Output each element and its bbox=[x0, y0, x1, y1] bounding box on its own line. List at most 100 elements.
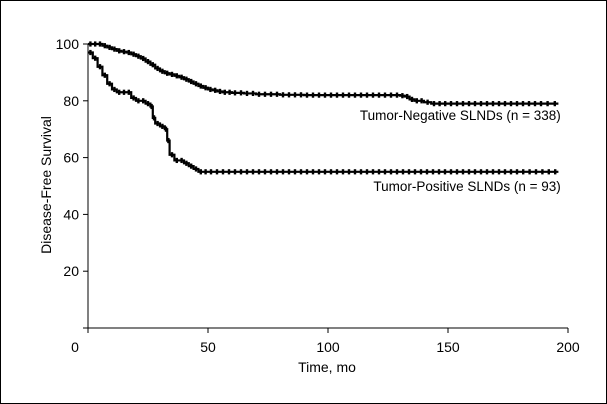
censor-mark bbox=[223, 89, 226, 95]
censor-mark bbox=[103, 43, 106, 49]
censor-mark bbox=[108, 44, 111, 51]
censor-mark bbox=[383, 169, 387, 175]
censor-mark bbox=[190, 163, 193, 169]
censor-mark bbox=[118, 89, 121, 95]
censor-mark bbox=[528, 169, 531, 175]
censor-mark bbox=[146, 59, 150, 65]
censor-mark bbox=[455, 169, 459, 175]
censor-mark bbox=[317, 169, 321, 175]
censor-mark bbox=[347, 169, 351, 175]
censor-mark bbox=[467, 169, 471, 175]
censor-mark bbox=[413, 169, 417, 175]
censor-mark bbox=[521, 101, 525, 107]
censor-mark bbox=[401, 169, 405, 175]
censor-mark bbox=[341, 92, 345, 98]
censor-mark bbox=[485, 169, 489, 175]
censor-mark bbox=[233, 169, 237, 175]
censor-mark bbox=[389, 92, 393, 98]
censor-mark bbox=[228, 89, 231, 95]
censor-mark bbox=[185, 76, 188, 82]
censor-mark bbox=[426, 99, 429, 105]
censor-mark bbox=[497, 169, 501, 175]
censor-mark bbox=[438, 101, 441, 107]
censor-mark bbox=[509, 169, 513, 175]
censor-mark bbox=[122, 89, 126, 95]
censor-mark bbox=[461, 169, 465, 175]
censor-mark bbox=[151, 62, 154, 68]
censor-mark bbox=[214, 87, 217, 93]
censor-mark bbox=[281, 92, 285, 98]
censor-mark bbox=[329, 92, 333, 98]
censor-mark bbox=[410, 96, 414, 102]
censor-mark bbox=[175, 73, 178, 79]
censor-mark bbox=[431, 169, 435, 175]
censor-mark bbox=[122, 49, 126, 55]
censor-mark bbox=[190, 78, 193, 85]
censor-mark bbox=[395, 169, 399, 175]
censor-mark bbox=[335, 169, 339, 175]
censor-mark bbox=[553, 101, 556, 107]
censor-mark bbox=[245, 169, 249, 175]
censor-mark bbox=[132, 95, 135, 101]
censor-mark bbox=[503, 101, 507, 107]
censor-mark bbox=[257, 169, 261, 175]
censor-mark bbox=[479, 101, 483, 107]
censor-mark bbox=[449, 169, 453, 175]
censor-mark bbox=[209, 86, 212, 93]
censor-mark bbox=[94, 55, 97, 61]
censor-mark bbox=[479, 169, 483, 175]
x-tick-label: 150 bbox=[436, 339, 460, 355]
censor-mark bbox=[98, 41, 102, 47]
y-tick-label: 40 bbox=[63, 206, 79, 222]
censor-mark bbox=[491, 169, 495, 175]
censor-mark bbox=[221, 169, 225, 175]
censor-mark bbox=[323, 169, 327, 175]
censor-mark bbox=[377, 169, 381, 175]
x-axis-title: Time, mo bbox=[298, 359, 356, 375]
censor-mark bbox=[156, 65, 159, 72]
censor-mark bbox=[118, 48, 121, 54]
censor-mark bbox=[209, 169, 213, 175]
censor-mark bbox=[218, 88, 222, 95]
censor-mark bbox=[170, 152, 174, 158]
y-tick-label: 20 bbox=[63, 263, 79, 279]
censor-mark bbox=[311, 92, 315, 98]
censor-mark bbox=[432, 101, 436, 107]
censor-mark bbox=[287, 169, 291, 175]
censor-mark bbox=[146, 101, 150, 107]
x-ticks: 0 50 100 150 200 bbox=[71, 328, 580, 355]
censor-mark bbox=[263, 91, 267, 97]
censor-mark bbox=[227, 169, 231, 175]
censor-mark bbox=[509, 101, 513, 107]
censor-mark bbox=[175, 157, 178, 164]
censor-mark bbox=[94, 41, 97, 47]
censor-mark bbox=[323, 92, 327, 98]
censor-mark bbox=[473, 101, 477, 107]
censor-mark bbox=[401, 93, 404, 99]
censor-mark bbox=[533, 101, 537, 107]
censor-mark bbox=[353, 169, 357, 175]
censor-mark bbox=[425, 169, 429, 175]
censor-mark bbox=[161, 123, 164, 129]
censor-mark bbox=[239, 90, 243, 96]
censor-mark bbox=[164, 126, 168, 132]
x-tick-label: 200 bbox=[556, 339, 580, 355]
axes: 0 50 100 150 200 20 40 60 80 100 bbox=[56, 36, 580, 355]
series-label: Tumor-Negative SLNDs (n = 338) bbox=[360, 108, 561, 123]
censor-mark bbox=[263, 169, 267, 175]
censor-mark bbox=[239, 169, 243, 175]
censor-mark bbox=[419, 169, 423, 175]
censor-mark bbox=[365, 92, 369, 98]
censor-mark bbox=[89, 49, 92, 56]
censor-mark bbox=[108, 81, 111, 87]
censor-mark bbox=[103, 72, 106, 78]
censor-mark bbox=[113, 46, 116, 52]
censor-mark bbox=[359, 92, 363, 98]
censor-mark bbox=[437, 169, 441, 175]
censor-mark bbox=[245, 90, 249, 97]
censor-mark bbox=[269, 91, 273, 97]
censor-mark bbox=[455, 101, 459, 107]
censor-mark bbox=[444, 101, 447, 107]
censor-mark bbox=[89, 41, 92, 47]
